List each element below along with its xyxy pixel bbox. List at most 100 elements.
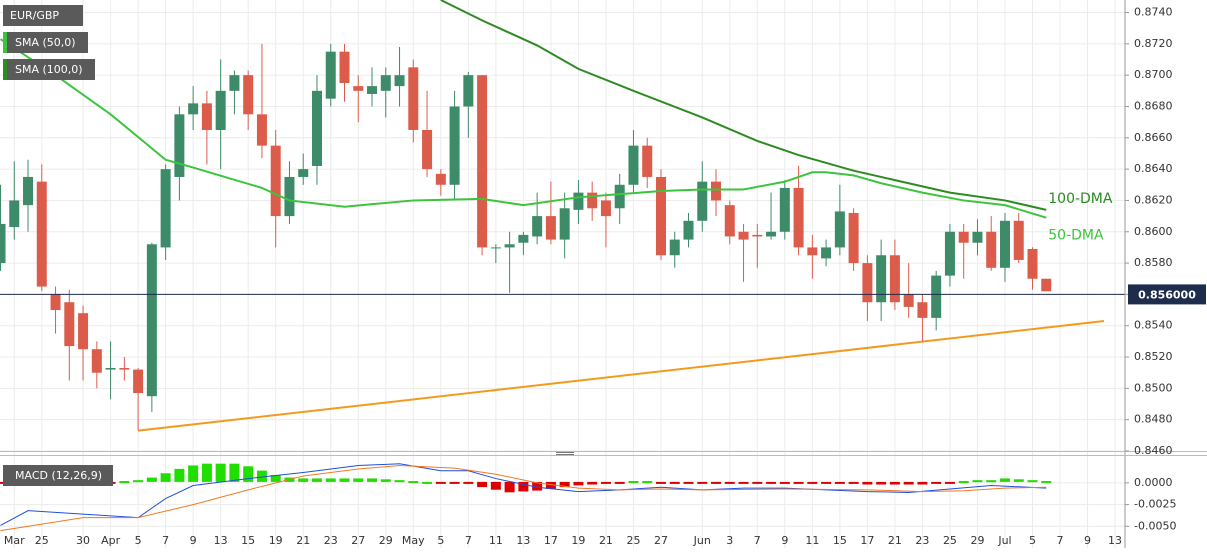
x-tick-label: 23: [915, 534, 929, 547]
y-tick-label: 0.8700: [1134, 68, 1173, 81]
candle-body: [311, 90, 322, 166]
x-tick-label: 27: [654, 534, 668, 547]
x-tick-label: 7: [162, 534, 169, 547]
candle-body: [298, 169, 309, 177]
candle-body: [380, 75, 391, 91]
y-tick-label: 0.8660: [1134, 131, 1173, 144]
x-tick-label: Mar: [4, 534, 25, 547]
candle-body: [958, 231, 969, 243]
candle-body: [119, 368, 130, 370]
histogram-bar: [201, 463, 212, 482]
histogram-bar: [229, 463, 240, 482]
x-tick-label: 23: [324, 534, 338, 547]
x-tick-label: 19: [269, 534, 283, 547]
histogram-bar: [697, 481, 708, 484]
line-label: 50-DMA: [1048, 228, 1104, 244]
candle-body: [463, 75, 474, 107]
candle-body: [972, 231, 983, 243]
histogram-bar: [669, 481, 680, 484]
candle-body: [174, 114, 185, 177]
moving-average-line: [0, 38, 1047, 219]
histogram-bar: [133, 480, 144, 483]
y-tick-label: 0.8520: [1134, 350, 1173, 363]
histogram-bar: [270, 474, 281, 482]
x-tick-label: 13: [516, 534, 530, 547]
x-tick-label: 7: [1057, 534, 1064, 547]
candle-body: [64, 302, 75, 347]
histogram-bar: [903, 481, 914, 485]
legend-box: [3, 5, 83, 26]
candle-body: [752, 234, 763, 237]
candle-body: [848, 212, 859, 264]
legend-item[interactable]: SMA (50,0): [3, 32, 88, 53]
histogram-bar: [119, 481, 130, 484]
x-tick-label: 30: [76, 534, 90, 547]
x-tick-label: 25: [35, 534, 49, 547]
histogram-bar: [848, 481, 859, 484]
candle-body: [504, 244, 515, 248]
candle-body: [697, 181, 708, 221]
y-tick-label: 0.8460: [1134, 444, 1173, 457]
x-tick-label: 21: [599, 534, 613, 547]
candle-body: [917, 302, 928, 318]
candle-body: [353, 86, 364, 91]
x-tick-label: 13: [1108, 534, 1122, 547]
candle-body: [449, 106, 460, 185]
histogram-bar: [394, 480, 405, 483]
candle-body: [518, 234, 529, 243]
candle-body: [821, 247, 832, 259]
candle-body: [435, 173, 446, 185]
x-tick-label: 5: [437, 534, 444, 547]
histogram-bar: [986, 480, 997, 483]
candle-body: [477, 75, 488, 248]
candle-body: [1027, 248, 1038, 279]
candle-body: [559, 208, 570, 240]
histogram-bar: [504, 481, 515, 493]
x-tick-label: 29: [379, 534, 393, 547]
y-tick-label: 0.8720: [1134, 37, 1173, 50]
histogram-bar: [256, 470, 267, 482]
candle-body: [944, 231, 955, 276]
histogram-bar: [435, 481, 446, 484]
histogram-bar: [711, 481, 722, 484]
legend-item[interactable]: SMA (100,0): [3, 59, 95, 80]
x-tick-label: Jul: [997, 534, 1011, 547]
histogram-bar: [449, 481, 460, 484]
histogram-bar: [642, 481, 653, 484]
candle-body: [766, 231, 777, 237]
legend-item[interactable]: MACD (12,26,9): [3, 465, 113, 486]
histogram-bar: [724, 481, 735, 484]
price-panel: [0, 0, 1125, 432]
histogram-bar: [738, 481, 749, 484]
x-tick-label: 25: [943, 534, 957, 547]
candle-body: [188, 103, 199, 115]
candle-body: [903, 294, 914, 307]
candle-body: [642, 145, 653, 177]
x-tick-label: 11: [489, 534, 503, 547]
candle-body: [339, 51, 350, 83]
candle-body: [931, 275, 942, 318]
last-price-label: 0.856000: [1138, 288, 1196, 301]
histogram-bar: [1041, 481, 1052, 484]
histogram-bar: [1013, 479, 1024, 482]
x-tick-label: 9: [1084, 534, 1091, 547]
y-tick-label: -0.0050: [1134, 519, 1176, 532]
legend-label: EUR/GBP: [10, 9, 59, 22]
moving-average-line: [440, 0, 1047, 211]
histogram-bar: [958, 481, 969, 484]
candle-body: [532, 216, 543, 237]
x-tick-label: 29: [970, 534, 984, 547]
candle-body: [367, 86, 378, 94]
candle-body: [738, 231, 749, 240]
legend-box: [3, 32, 88, 53]
histogram-bar: [834, 481, 845, 484]
candle-body: [999, 220, 1010, 268]
candle-body: [669, 239, 680, 256]
resize-handle[interactable]: [556, 452, 574, 455]
legend-item[interactable]: EUR/GBP: [3, 5, 83, 26]
histogram-bar: [339, 478, 350, 482]
candle-body: [614, 184, 625, 209]
histogram-bar: [559, 481, 570, 488]
histogram-bar: [889, 481, 900, 485]
